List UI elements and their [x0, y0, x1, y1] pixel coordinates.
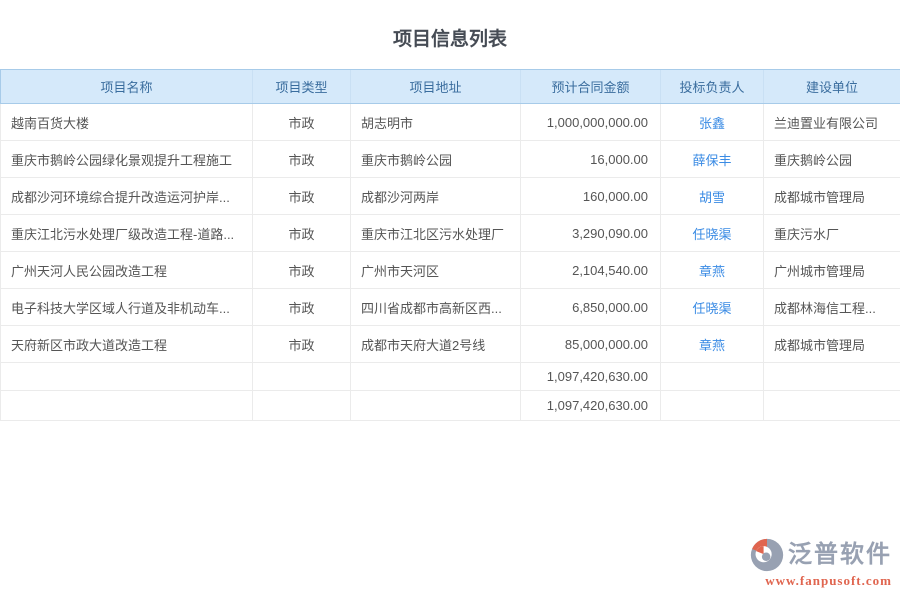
contract-amount-cell: 3,290,090.00 — [520, 214, 661, 252]
project-address-cell: 重庆市江北区污水处理厂 — [350, 214, 521, 252]
contract-amount-cell: 6,850,000.00 — [520, 288, 661, 326]
project-address-cell: 成都市天府大道2号线 — [350, 325, 521, 363]
table-row: 越南百货大楼 市政 胡志明市 1,000,000,000.00 张鑫 兰迪置业有… — [0, 103, 900, 141]
table-row: 天府新区市政大道改造工程 市政 成都市天府大道2号线 85,000,000.00… — [0, 325, 900, 363]
fanpu-swirl-icon — [750, 538, 784, 572]
project-name-cell: 电子科技大学区域人行道及非机动车... — [0, 288, 253, 326]
header-row: 项目名称 项目类型 项目地址 预计合同金额 投标负责人 建设单位 — [0, 69, 900, 104]
project-address-cell: 四川省成都市高新区西... — [350, 288, 521, 326]
project-address-cell: 广州市天河区 — [350, 251, 521, 289]
empty-cell — [252, 362, 351, 391]
table-row: 重庆江北污水处理厂级改造工程-道路... 市政 重庆市江北区污水处理厂 3,29… — [0, 214, 900, 252]
column-header-project-type: 项目类型 — [252, 69, 351, 104]
contract-amount-cell: 16,000.00 — [520, 140, 661, 178]
empty-cell — [252, 390, 351, 421]
bid-manager-link[interactable]: 任晓渠 — [692, 300, 732, 316]
project-name-cell: 重庆市鹅岭公园绿化景观提升工程施工 — [0, 140, 253, 178]
bid-manager-link[interactable]: 章燕 — [698, 337, 725, 353]
contract-amount-cell: 160,000.00 — [520, 177, 661, 215]
project-name-cell: 越南百货大楼 — [0, 103, 253, 141]
contract-amount-cell: 1,000,000,000.00 — [520, 103, 661, 141]
empty-cell — [350, 362, 521, 391]
empty-cell — [763, 362, 900, 391]
page-title: 项目信息列表 — [392, 29, 507, 50]
total-row: 1,097,420,630.00 — [0, 390, 900, 421]
project-type-cell: 市政 — [252, 214, 351, 252]
table-row: 电子科技大学区域人行道及非机动车... 市政 四川省成都市高新区西... 6,8… — [0, 288, 900, 326]
contract-amount-cell: 2,104,540.00 — [520, 251, 661, 289]
table-row: 成都沙河环境综合提升改造运河护岸... 市政 成都沙河两岸 160,000.00… — [0, 177, 900, 215]
bid-manager-link[interactable]: 薛保丰 — [692, 152, 732, 168]
project-table: 项目名称 项目类型 项目地址 预计合同金额 投标负责人 建设单位 越南百货大楼 … — [0, 69, 900, 421]
empty-cell — [660, 390, 764, 421]
project-type-cell: 市政 — [252, 177, 351, 215]
project-name-cell: 重庆江北污水处理厂级改造工程-道路... — [0, 214, 253, 252]
subtotal-amount-cell: 1,097,420,630.00 — [520, 362, 661, 391]
project-type-cell: 市政 — [252, 103, 351, 141]
project-address-cell: 成都沙河两岸 — [350, 177, 521, 215]
fanpu-brand-text: 泛普软件 — [788, 541, 892, 568]
project-name-cell: 广州天河人民公园改造工程 — [0, 251, 253, 289]
construction-unit-cell: 成都城市管理局 — [763, 177, 900, 215]
project-address-cell: 胡志明市 — [350, 103, 521, 141]
project-address-cell: 重庆市鹅岭公园 — [350, 140, 521, 178]
bid-manager-link[interactable]: 章燕 — [698, 263, 725, 279]
fanpu-website-link[interactable]: www.fanpusoft.com — [765, 573, 892, 588]
empty-cell — [350, 390, 521, 421]
project-type-cell: 市政 — [252, 251, 351, 289]
total-amount-cell: 1,097,420,630.00 — [520, 390, 661, 421]
empty-cell — [660, 362, 764, 391]
bid-manager-link[interactable]: 任晓渠 — [692, 226, 732, 242]
empty-cell — [0, 390, 253, 421]
construction-unit-cell: 重庆污水厂 — [763, 214, 900, 252]
project-type-cell: 市政 — [252, 140, 351, 178]
column-header-construction-unit: 建设单位 — [763, 69, 900, 104]
column-header-bid-manager: 投标负责人 — [660, 69, 764, 104]
project-type-cell: 市政 — [252, 288, 351, 326]
bid-manager-link[interactable]: 胡雪 — [698, 189, 725, 205]
contract-amount-cell: 85,000,000.00 — [520, 325, 661, 363]
fanpu-logo: 泛普软件 www.fanpusoft.com — [750, 538, 892, 587]
construction-unit-cell: 成都城市管理局 — [763, 325, 900, 363]
column-header-contract-amount: 预计合同金额 — [520, 69, 661, 104]
project-name-cell: 天府新区市政大道改造工程 — [0, 325, 253, 363]
subtotal-row: 1,097,420,630.00 — [0, 362, 900, 391]
column-header-project-address: 项目地址 — [350, 69, 521, 104]
bid-manager-link[interactable]: 张鑫 — [698, 115, 725, 131]
table-row: 广州天河人民公园改造工程 市政 广州市天河区 2,104,540.00 章燕 广… — [0, 251, 900, 289]
construction-unit-cell: 广州城市管理局 — [763, 251, 900, 289]
project-name-cell: 成都沙河环境综合提升改造运河护岸... — [0, 177, 253, 215]
construction-unit-cell: 成都林海信工程... — [763, 288, 900, 326]
table-row: 重庆市鹅岭公园绿化景观提升工程施工 市政 重庆市鹅岭公园 16,000.00 薛… — [0, 140, 900, 178]
project-type-cell: 市政 — [252, 325, 351, 363]
empty-cell — [763, 390, 900, 421]
construction-unit-cell: 兰迪置业有限公司 — [763, 103, 900, 141]
empty-cell — [0, 362, 253, 391]
construction-unit-cell: 重庆鹅岭公园 — [763, 140, 900, 178]
column-header-project-name: 项目名称 — [0, 69, 253, 104]
